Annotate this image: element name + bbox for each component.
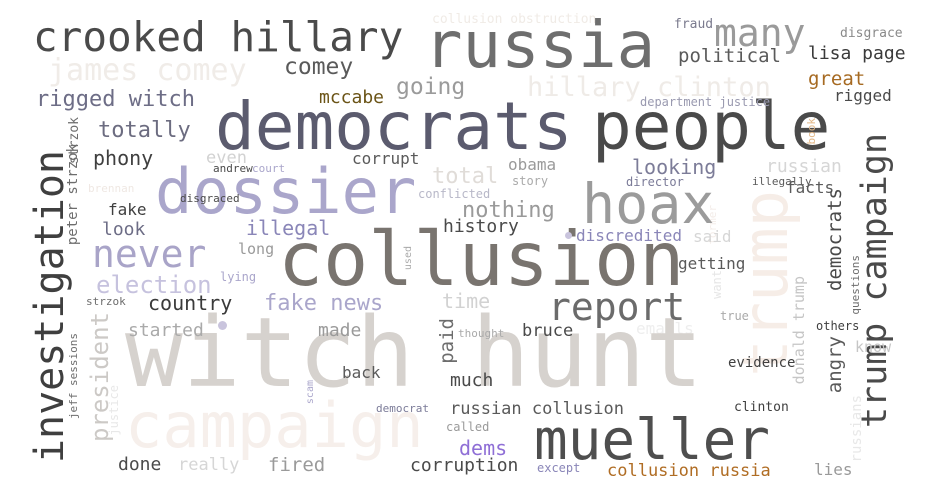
word-political: political bbox=[678, 45, 781, 67]
word-collusion-obstruction: collusion obstruction bbox=[432, 12, 597, 27]
word-fake: fake bbox=[108, 200, 147, 219]
word-rigged-witch: rigged witch bbox=[36, 87, 195, 112]
word-others: others bbox=[816, 319, 860, 333]
word-lisa-page: lisa page bbox=[808, 43, 906, 64]
word-investigation: investigation bbox=[27, 150, 73, 464]
word-collusion-russia: collusion russia bbox=[607, 461, 771, 481]
word-russian: russian bbox=[766, 156, 842, 177]
word-long: long bbox=[238, 240, 275, 258]
word-rigged: rigged bbox=[834, 86, 892, 105]
word-jeff-sessions: jeff sessions bbox=[67, 333, 80, 420]
word-director: director bbox=[626, 175, 684, 189]
word-corruption: corruption bbox=[410, 455, 519, 476]
word-want: want bbox=[710, 270, 724, 299]
word-country: country bbox=[148, 291, 233, 315]
word-know: know bbox=[855, 338, 892, 356]
word-hoax: hoax bbox=[582, 172, 715, 236]
word-total: total bbox=[432, 164, 499, 189]
word-look: look bbox=[102, 219, 146, 240]
word-obama: obama bbox=[508, 155, 557, 174]
word-james-comey: james comey bbox=[48, 53, 247, 88]
word-trump-big: trump bbox=[729, 190, 802, 377]
word-dems: dems bbox=[459, 436, 508, 460]
word-book: book bbox=[805, 118, 818, 145]
word-emails: emails bbox=[636, 319, 694, 338]
word-conflicted: conflicted bbox=[418, 187, 491, 201]
word-great: great bbox=[808, 68, 866, 90]
word-department-justice: department justice bbox=[640, 95, 771, 109]
word-strzok-top: strzok bbox=[67, 117, 82, 164]
word-phony: phony bbox=[93, 146, 154, 170]
word-mccabe: mccabe bbox=[319, 87, 385, 108]
word-history: history bbox=[443, 216, 519, 237]
word-democrats: democrats bbox=[215, 88, 573, 165]
word-evidence: evidence bbox=[728, 355, 796, 371]
word-time: time bbox=[442, 289, 491, 313]
word-questions: questions bbox=[849, 255, 862, 315]
word-dossier: dossier bbox=[155, 155, 417, 228]
word-hillary-clinton: hillary clinton bbox=[527, 72, 771, 103]
word-nothing: nothing bbox=[462, 198, 555, 223]
word-called: called bbox=[446, 420, 490, 434]
word-people: people bbox=[592, 88, 831, 165]
word-fake-news: fake news bbox=[264, 291, 384, 316]
word-lying: lying bbox=[220, 270, 257, 284]
word-many: many bbox=[714, 11, 806, 55]
word-facts: facts bbox=[786, 178, 835, 197]
word-comey: comey bbox=[284, 54, 354, 80]
word-clinton: clinton bbox=[734, 400, 789, 415]
word-democrats-v: democrats bbox=[824, 188, 846, 291]
dot-marker-1 bbox=[218, 321, 227, 330]
word-collusion: collusion bbox=[278, 215, 685, 303]
word-getting: getting bbox=[678, 254, 746, 273]
word-brennan: brennan bbox=[88, 182, 135, 195]
word-mueller: mueller bbox=[534, 408, 771, 473]
word-really: really bbox=[178, 455, 240, 475]
word-democrat: democrat bbox=[376, 402, 429, 415]
word-angry: angry bbox=[824, 336, 846, 394]
word-russian-collusion: russian collusion bbox=[450, 399, 624, 419]
word-court: court bbox=[252, 162, 286, 175]
word-used: used bbox=[403, 246, 414, 271]
word-disgraced: disgraced bbox=[180, 192, 240, 205]
word-started: started bbox=[128, 320, 204, 341]
word-illegally: illegally bbox=[752, 175, 812, 188]
word-paid: paid bbox=[436, 318, 458, 364]
word-russia: russia bbox=[424, 9, 656, 83]
word-strzok: strzok bbox=[86, 295, 126, 308]
word-done: done bbox=[118, 454, 162, 475]
dot-marker-2 bbox=[565, 232, 572, 239]
word-president: president bbox=[86, 312, 114, 443]
word-thought: thought bbox=[458, 327, 505, 340]
word-made: made bbox=[318, 320, 362, 341]
word-disgrace: disgrace bbox=[840, 26, 903, 41]
word-except: except bbox=[537, 461, 581, 475]
word-election: election bbox=[96, 271, 212, 299]
word-true: true bbox=[720, 309, 749, 323]
word-trump-campaign: trump campaign bbox=[855, 133, 895, 429]
word-corrupt: corrupt bbox=[352, 149, 420, 168]
word-crooked-hillary: crooked hillary bbox=[33, 13, 404, 61]
word-even: even bbox=[206, 148, 247, 168]
word-report: report bbox=[548, 285, 686, 329]
word-fraud: fraud bbox=[674, 17, 714, 32]
word-said: said bbox=[693, 227, 732, 246]
word-discredited: discredited bbox=[576, 226, 682, 245]
word-totally: totally bbox=[98, 118, 191, 143]
word-bruce: bruce bbox=[522, 321, 574, 341]
word-never: never bbox=[92, 232, 207, 276]
word-going: going bbox=[396, 74, 466, 100]
word-fired: fired bbox=[268, 454, 326, 476]
word-much: much bbox=[450, 370, 494, 391]
word-looking: looking bbox=[632, 155, 717, 179]
word-story: story bbox=[512, 174, 549, 188]
word-andrew: andrew bbox=[213, 162, 253, 175]
word-illegal: illegal bbox=[246, 216, 331, 240]
word-scam: scam bbox=[305, 380, 316, 405]
word-back: back bbox=[342, 363, 381, 382]
word-lies: lies bbox=[814, 460, 853, 479]
word-campaign-big: campaign bbox=[125, 389, 424, 462]
